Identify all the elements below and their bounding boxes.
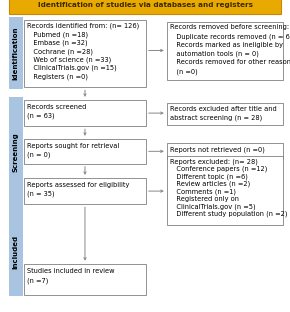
Bar — [9, 207, 23, 296]
Bar — [167, 22, 283, 80]
Text: Registered only on: Registered only on — [170, 196, 239, 202]
Text: Comments (n =1): Comments (n =1) — [170, 188, 236, 195]
Text: Records marked as ineligible by: Records marked as ineligible by — [170, 42, 283, 48]
Bar — [24, 264, 146, 295]
Text: Reports sought for retrieval: Reports sought for retrieval — [27, 143, 119, 149]
Bar — [167, 143, 283, 159]
Bar — [24, 178, 146, 204]
Text: (n =0): (n =0) — [170, 68, 197, 75]
Text: automation tools (n = 0): automation tools (n = 0) — [170, 51, 258, 57]
Text: Reports excluded: (n= 28): Reports excluded: (n= 28) — [170, 158, 258, 165]
Text: Duplicate records removed (n = 63): Duplicate records removed (n = 63) — [170, 33, 290, 40]
Text: Records excluded after title and: Records excluded after title and — [170, 106, 276, 112]
Text: Registers (n =0): Registers (n =0) — [27, 73, 88, 80]
Text: ClinicalTrials.gov (n =5): ClinicalTrials.gov (n =5) — [170, 203, 255, 210]
Bar — [24, 20, 146, 87]
Text: Reports not retrieved (n =0): Reports not retrieved (n =0) — [170, 146, 264, 153]
Bar — [9, 0, 281, 14]
Bar — [9, 17, 23, 89]
Text: Conference papers (n =12): Conference papers (n =12) — [170, 166, 267, 173]
Text: Records removed for other reasons: Records removed for other reasons — [170, 59, 290, 65]
Text: (n = 35): (n = 35) — [27, 190, 55, 197]
Text: Records removed before screening:: Records removed before screening: — [170, 24, 289, 30]
Text: Embase (n =32): Embase (n =32) — [27, 40, 88, 46]
Text: Pubmed (n =18): Pubmed (n =18) — [27, 31, 88, 38]
Text: Reports assessed for eligibility: Reports assessed for eligibility — [27, 182, 129, 188]
Text: Studies included in review: Studies included in review — [27, 268, 115, 274]
Text: abstract screening (n = 28): abstract screening (n = 28) — [170, 115, 262, 121]
Bar — [24, 100, 146, 126]
Bar — [167, 103, 283, 125]
Text: (n = 0): (n = 0) — [27, 151, 50, 158]
Text: Different study population (n =2): Different study population (n =2) — [170, 211, 287, 217]
Bar — [167, 156, 283, 225]
Text: Included: Included — [13, 235, 19, 269]
Text: Identification of studies via databases and registers: Identification of studies via databases … — [37, 2, 253, 8]
Text: (n = 63): (n = 63) — [27, 112, 55, 119]
Bar — [24, 139, 146, 164]
Bar — [9, 97, 23, 207]
Text: Screening: Screening — [13, 132, 19, 172]
Text: Web of science (n =33): Web of science (n =33) — [27, 56, 111, 63]
Text: Different topic (n =6): Different topic (n =6) — [170, 173, 248, 180]
Text: Identification: Identification — [13, 26, 19, 80]
Text: Review articles (n =2): Review articles (n =2) — [170, 181, 250, 188]
Text: (n =7): (n =7) — [27, 278, 48, 284]
Text: ClinicalTrials.gov (n =15): ClinicalTrials.gov (n =15) — [27, 65, 117, 71]
Text: Records identified from: (n= 126): Records identified from: (n= 126) — [27, 23, 139, 29]
Text: Records screened: Records screened — [27, 104, 86, 110]
Text: Cochrane (n =28): Cochrane (n =28) — [27, 48, 93, 55]
